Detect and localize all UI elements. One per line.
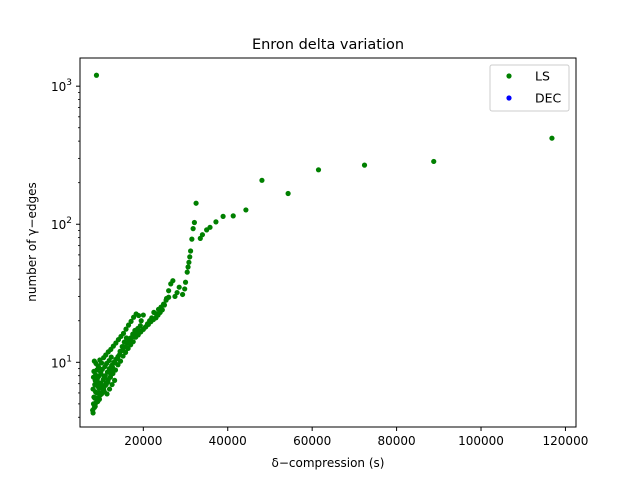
data-point-ls-151 <box>117 351 123 358</box>
data-point-ls-6 <box>259 177 265 183</box>
plot-area-frame <box>79 57 577 428</box>
x-tick-label-3: 80000 <box>378 434 416 448</box>
data-point-ls-8 <box>230 213 236 219</box>
y-tick-label-2: 103 <box>51 78 72 94</box>
x-axis-title: δ−compression (s) <box>272 456 385 470</box>
data-point-ls-143 <box>96 365 102 371</box>
data-point-ls-94 <box>153 311 159 317</box>
legend: LS DEC <box>489 64 570 112</box>
data-point-ls-32 <box>166 288 172 294</box>
data-point-ls-99 <box>166 294 172 300</box>
data-point-ls-119 <box>136 312 142 319</box>
data-point-ls-173 <box>94 395 100 401</box>
x-tick-label-5: 120000 <box>543 434 589 448</box>
data-point-ls-45 <box>138 318 144 324</box>
data-point-ls-127 <box>106 386 113 392</box>
data-point-ls-126 <box>104 391 110 397</box>
data-point-ls-12 <box>204 227 210 233</box>
data-point-ls-170 <box>90 410 96 416</box>
data-point-ls-156 <box>129 334 135 340</box>
legend-marker-ls <box>506 73 512 79</box>
data-point-ls-0 <box>93 72 100 78</box>
data-point-ls-7 <box>243 207 249 213</box>
data-point-ls-23 <box>184 269 190 275</box>
chart-title: Enron delta variation <box>252 37 404 53</box>
data-point-ls-171 <box>91 404 97 411</box>
data-point-ls-22 <box>185 264 191 270</box>
data-point-ls-2 <box>431 158 437 165</box>
data-point-ls-28 <box>174 289 180 296</box>
data-point-ls-169 <box>110 368 116 374</box>
data-point-ls-153 <box>122 344 128 350</box>
legend-label-dec: DEC <box>535 91 562 106</box>
data-point-ls-128 <box>109 381 115 388</box>
data-point-ls-31 <box>168 281 174 287</box>
legend-label-ls: LS <box>535 69 550 84</box>
legend-marker-dec <box>506 95 512 101</box>
data-point-ls-19 <box>188 248 194 254</box>
x-tick-label-0: 20000 <box>124 434 162 448</box>
data-point-ls-9 <box>220 213 226 219</box>
data-point-ls-52 <box>123 335 130 341</box>
data-point-ls-166 <box>103 381 109 388</box>
data-point-ls-144 <box>98 371 104 377</box>
data-point-ls-5 <box>285 190 291 197</box>
data-point-ls-4 <box>315 167 322 173</box>
points-layer <box>90 72 555 416</box>
data-point-ls-14 <box>197 235 203 241</box>
data-point-ls-17 <box>190 226 196 232</box>
data-point-ls-3 <box>361 162 368 168</box>
data-point-ls-145 <box>101 375 107 381</box>
data-point-ls-162 <box>95 383 101 389</box>
x-tick-label-1: 40000 <box>209 434 247 448</box>
data-point-ls-172 <box>93 400 99 406</box>
y-axis: 101 102 103 <box>51 78 80 418</box>
data-point-ls-24 <box>182 279 189 285</box>
data-point-ls-10 <box>213 219 219 225</box>
data-point-ls-97 <box>160 301 167 307</box>
y-axis-title: number of γ−edges <box>25 182 39 301</box>
data-point-ls-26 <box>179 291 186 298</box>
data-point-ls-15 <box>193 200 199 206</box>
x-axis: 20000 40000 60000 80000 100000 120000 <box>124 427 588 448</box>
data-point-ls-157 <box>132 330 138 336</box>
data-point-ls-150 <box>114 355 121 361</box>
data-point-ls-113 <box>120 330 127 336</box>
data-point-ls-93 <box>150 316 157 323</box>
data-point-ls-1 <box>549 135 555 141</box>
data-point-ls-104 <box>98 360 105 366</box>
data-point-ls-141 <box>92 377 98 383</box>
data-point-ls-20 <box>187 254 193 260</box>
data-point-ls-168 <box>108 372 114 378</box>
data-point-ls-159 <box>137 323 143 329</box>
data-point-ls-29 <box>172 293 178 300</box>
data-point-ls-167 <box>105 376 111 383</box>
data-point-ls-21 <box>186 259 192 265</box>
data-point-ls-44 <box>140 312 146 318</box>
data-point-ls-27 <box>176 284 182 290</box>
data-point-ls-116 <box>128 318 134 324</box>
y-tick-label-1: 102 <box>51 216 72 232</box>
data-point-ls-149 <box>112 360 118 366</box>
data-point-ls-18 <box>189 236 195 242</box>
x-tick-label-2: 60000 <box>293 434 331 448</box>
data-point-ls-129 <box>112 377 118 383</box>
data-point-ls-165 <box>101 386 107 392</box>
data-point-ls-139 <box>108 354 114 360</box>
data-point-ls-114 <box>123 326 129 332</box>
y-tick-label-0: 101 <box>51 354 72 370</box>
x-tick-label-4: 100000 <box>458 434 504 448</box>
data-point-ls-16 <box>191 219 197 226</box>
data-point-ls-25 <box>182 286 188 292</box>
data-point-ls-115 <box>125 322 132 328</box>
data-point-ls-174 <box>96 390 102 396</box>
